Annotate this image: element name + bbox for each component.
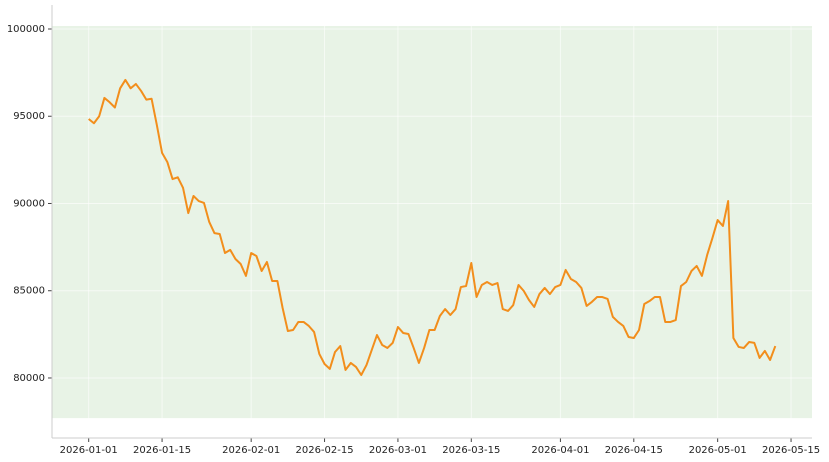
x-tick-label: 2026-03-15 <box>442 445 500 456</box>
x-tick-label: 2026-04-01 <box>531 445 589 456</box>
x-tick-label: 2026-04-15 <box>605 445 663 456</box>
x-tick-label: 2026-01-15 <box>133 445 191 456</box>
y-tick-label: 90000 <box>13 198 45 209</box>
data-line <box>88 78 777 377</box>
y-tick-label: 95000 <box>13 111 45 122</box>
x-tick-label: 2026-02-15 <box>295 445 353 456</box>
x-tick-label: 2026-02-01 <box>222 445 280 456</box>
shaded-region <box>52 26 812 419</box>
x-tick-label: 2026-05-15 <box>762 445 820 456</box>
x-tick-label: 2026-01-01 <box>60 445 118 456</box>
y-tick-label: 85000 <box>13 286 45 297</box>
x-tick-label: 2026-05-01 <box>689 445 747 456</box>
x-tick-label: 2026-03-01 <box>369 445 427 456</box>
y-tick-label: 80000 <box>13 373 45 384</box>
y-tick-label: 100000 <box>7 24 45 35</box>
